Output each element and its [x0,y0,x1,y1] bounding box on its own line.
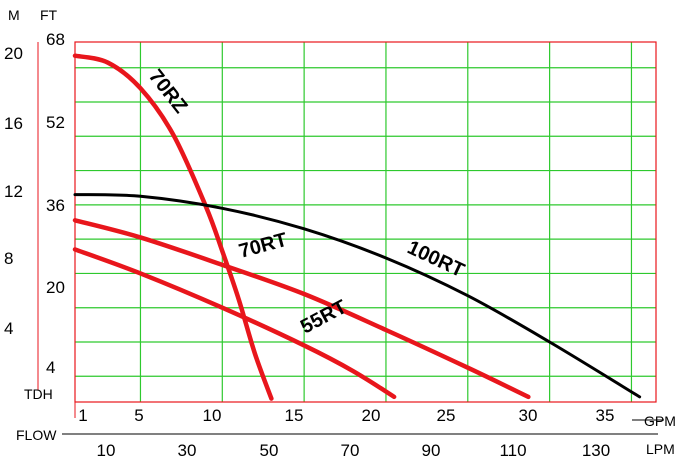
tick-label-m: 12 [4,182,23,201]
tick-label-gpm: 15 [285,406,304,425]
tick-label-gpm: 25 [437,406,456,425]
flow-axis-label: FLOW [16,427,57,443]
tick-label-m: 8 [4,249,13,268]
tick-label-ft: 52 [46,113,65,132]
curves [72,53,642,401]
tick-label-m: 20 [4,44,23,63]
tick-label-m: 16 [4,114,23,133]
tick-label-gpm: 35 [596,406,615,425]
chart-frame [37,41,657,418]
unit-label-m: M [8,7,20,23]
tick-label-gpm: 10 [203,406,222,425]
tick-label-gpm: 1 [78,406,87,425]
curve-70rt [72,218,531,400]
tick-label-gpm: 20 [362,406,381,425]
tick-label-lpm: 110 [499,441,526,460]
tick-label-ft: 4 [46,358,55,377]
tick-label-lpm: 50 [260,441,279,460]
tick-label-ft: 68 [46,30,65,49]
tick-label-lpm: 90 [422,441,441,460]
tick-label-ft: 20 [46,278,65,297]
tick-label-gpm: 5 [134,406,143,425]
tick-label-lpm: 70 [341,441,360,460]
grid [75,42,656,402]
unit-label-lpm: LPM [646,441,675,457]
tick-label-lpm: 10 [97,441,116,460]
tick-label-lpm: 30 [178,441,197,460]
tick-label-lpm: 130 [582,441,610,460]
head-axis-label: TDH [24,386,53,402]
curve-55rt [72,247,397,400]
curve-label-70rt: 70RT [237,229,290,263]
curve-label-70rz: 70RZ [144,66,191,118]
unit-label-ft: FT [40,7,58,23]
tick-label-m: 4 [4,319,13,338]
tick-label-gpm: 30 [519,406,538,425]
curve-100rt [73,193,642,399]
tick-label-ft: 36 [46,196,65,215]
unit-label-gpm: GPM [644,413,676,429]
curve-label-100rt: 100RT [404,237,468,282]
